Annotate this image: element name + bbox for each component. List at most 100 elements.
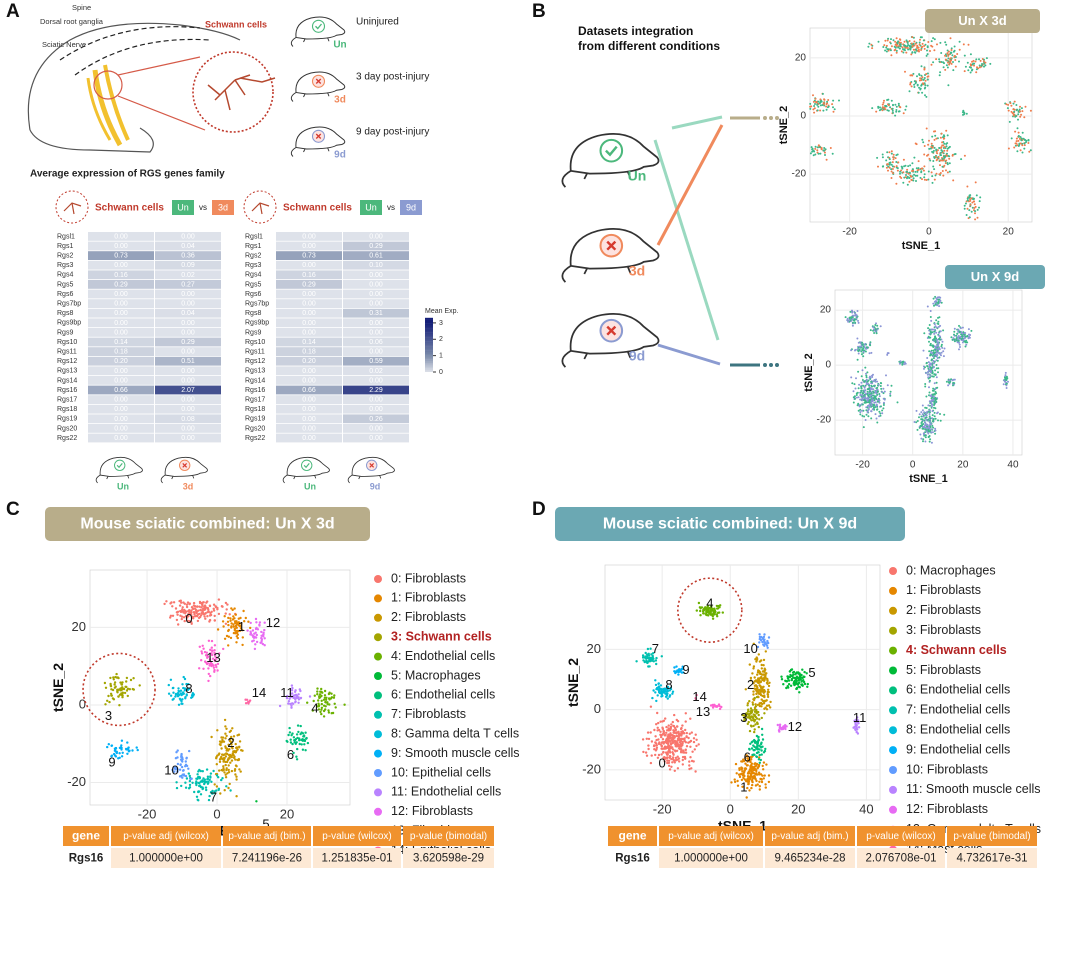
cell-point: [860, 389, 863, 392]
badge-sign: [116, 463, 123, 469]
heat-value: 0.00: [302, 301, 316, 308]
heat-cell: [155, 270, 221, 280]
cell-point: [854, 719, 857, 723]
cell-point: [173, 770, 176, 773]
cell-point: [103, 681, 107, 685]
cell-point: [951, 379, 954, 382]
cell-point: [671, 738, 674, 741]
cell-point: [216, 662, 220, 666]
cell-point: [705, 610, 708, 613]
heat-value: 0.00: [369, 329, 383, 336]
cell-point: [201, 770, 204, 773]
mouse-tail: [347, 474, 353, 484]
cell-point: [678, 747, 681, 751]
cell-point: [879, 412, 882, 415]
cell-point: [924, 431, 927, 434]
cell-point: [671, 720, 674, 724]
cell-point: [657, 742, 661, 746]
cell-point: [876, 324, 879, 327]
cell-point: [332, 696, 336, 699]
cell-point: [187, 787, 191, 790]
heat-value: 0.00: [369, 233, 383, 240]
cell-point: [680, 726, 683, 730]
cell-point: [660, 735, 663, 739]
legend-swatch: [889, 805, 897, 814]
cell-point: [865, 343, 867, 346]
cell-point: [915, 409, 918, 412]
cell-point: [955, 334, 958, 337]
cell-point: [764, 674, 767, 677]
cell-point: [207, 798, 211, 802]
cell-point: [961, 326, 964, 329]
heat-cell: [155, 308, 221, 318]
legend-swatch: [374, 807, 382, 816]
cell-point: [752, 682, 755, 685]
cell-point: [885, 50, 888, 53]
cell-point: [1019, 115, 1022, 118]
cell-point: [939, 419, 942, 422]
legend-swatch: [889, 606, 897, 615]
cell-point: [181, 683, 184, 686]
cell-point: [180, 765, 184, 769]
cell-point: [690, 731, 693, 734]
cell-point: [853, 395, 856, 398]
cell-point: [930, 362, 933, 365]
cell-point: [644, 651, 647, 655]
table-header-cell: [111, 826, 221, 846]
cell-point: [666, 739, 669, 742]
anatomy-label: Spine: [72, 3, 91, 12]
cell-point: [752, 667, 755, 670]
cell-point: [673, 726, 677, 729]
cell-point: [749, 775, 752, 779]
cell-point: [119, 681, 122, 684]
heat-value: 0.00: [114, 329, 128, 336]
cell-point: [183, 608, 186, 612]
cell-point: [924, 424, 927, 427]
cell-point: [263, 637, 266, 640]
gene-label: Rgs9bp: [57, 320, 81, 327]
cell-point: [925, 73, 928, 75]
cell-point: [207, 679, 210, 683]
cell-point: [1027, 139, 1030, 142]
tag-box: [172, 200, 194, 215]
cell-point: [177, 693, 181, 696]
cell-point: [752, 693, 755, 696]
cell-point: [228, 737, 232, 741]
heat-cell: [276, 433, 342, 443]
cell-point: [641, 656, 645, 659]
cell-point: [757, 771, 761, 774]
cell-point: [167, 683, 170, 687]
cell-point: [713, 607, 716, 610]
cell-point: [320, 699, 323, 702]
cell-point: [126, 752, 129, 755]
x-tick-label: -20: [855, 460, 870, 471]
cell-point: [763, 633, 766, 636]
cell-point: [854, 728, 857, 732]
cell-point: [885, 46, 888, 49]
cell-point: [752, 744, 755, 747]
cell-point: [682, 749, 685, 752]
cell-point: [922, 349, 925, 352]
heat-value: 0.29: [302, 281, 316, 288]
cell-point: [906, 47, 909, 49]
cell-point: [292, 695, 295, 698]
cell-point: [334, 706, 337, 709]
cell-point: [644, 751, 648, 754]
cell-point: [963, 154, 966, 157]
table-header-cell: [608, 826, 657, 846]
mouse-badge: [301, 459, 313, 472]
cell-point: [659, 730, 662, 733]
cell-point: [227, 623, 230, 627]
cell-point: [971, 206, 974, 209]
cell-point: [957, 340, 960, 342]
cell-point: [748, 714, 751, 718]
cell-point: [753, 730, 756, 734]
cell-point: [946, 142, 949, 145]
cell-point: [1004, 371, 1007, 374]
cell-point: [764, 676, 767, 679]
cell-point: [906, 40, 909, 43]
cluster-label: 7: [210, 789, 217, 804]
cell-point: [925, 127, 928, 130]
cell-point: [880, 382, 883, 385]
cell-point: [816, 109, 819, 112]
